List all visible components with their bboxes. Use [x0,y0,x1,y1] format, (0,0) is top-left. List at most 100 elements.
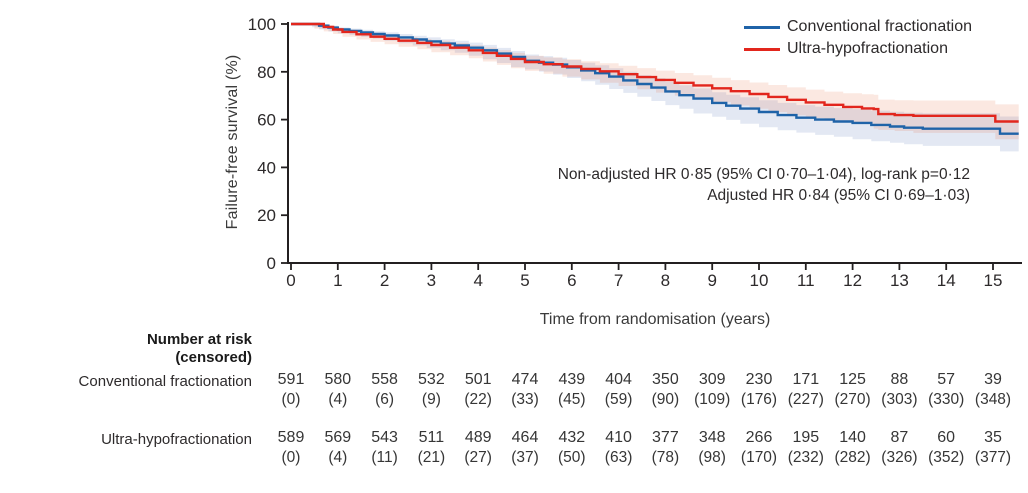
legend-line-conventional-icon [744,25,780,29]
risk-cell: 464 [511,429,539,446]
risk-cell: 87 [890,429,909,446]
censored-cell: (22) [464,391,492,408]
y-axis-title: Failure-free survival (%) [224,54,241,230]
legend-label-ultra: Ultra-hypofractionation [787,40,948,57]
x-tick-label: 4 [473,271,482,290]
y-tick-label: 0 [267,254,276,273]
risk-cell: 377 [652,429,679,446]
y-tick-label: 100 [248,15,276,34]
censored-cell: (4) [328,391,348,408]
risk-cell: 580 [324,371,352,388]
km-curve-ultra-hypofractionation [291,22,1019,123]
y-tick-label: 40 [257,158,276,177]
risk-cell: 125 [839,371,866,388]
legend-entry-conventional: Conventional fractionation [744,16,972,38]
risk-cell: 511 [418,429,445,446]
x-tick-label: 0 [286,271,295,290]
censored-cell: (9) [421,391,441,408]
x-tick-label: 3 [427,271,436,290]
censored-cell: (63) [604,449,633,466]
x-tick-label: 9 [707,271,716,290]
censored-cell: (11) [371,449,398,466]
risk-cell: 558 [371,371,398,388]
censored-cell: (59) [604,391,633,408]
censored-cell: (232) [787,449,824,466]
x-tick-label: 7 [614,271,623,290]
hr-annotation-line-1: Non-adjusted HR 0·85 (95% CI 0·70–1·04),… [557,166,970,183]
risk-cell: 589 [277,429,305,446]
censored-cell: (6) [375,391,395,408]
censored-cell: (21) [417,449,446,466]
x-tick-label: 8 [661,271,670,290]
censored-cell: (45) [558,391,586,408]
censored-cell: (109) [694,391,731,408]
censored-cell: (0) [281,449,301,466]
censored-cell: (170) [740,449,778,466]
x-tick-label: 14 [937,271,956,290]
y-tick-label: 20 [257,206,276,225]
legend-entry-ultra: Ultra-hypofractionation [744,38,972,60]
x-tick-label: 6 [567,271,576,290]
x-tick-label: 1 [333,271,342,290]
risk-cell: 266 [745,429,773,446]
risk-cell: 195 [792,429,820,446]
x-tick-label: 13 [890,271,909,290]
risk-cell: 140 [839,429,866,446]
risk-cell: 39 [984,371,1002,388]
censored-cell: (303) [881,391,918,408]
risk-row-label-conventional: Conventional fractionation [78,373,252,390]
risk-cell: 350 [652,371,679,388]
censored-cell: (270) [834,391,871,408]
censored-cell: (98) [698,449,726,466]
censored-cell: (176) [740,391,778,408]
risk-cell: 309 [698,371,726,388]
legend-line-ultra-icon [744,47,780,51]
risk-cell: 439 [558,371,586,388]
y-tick-label: 60 [257,111,276,130]
risk-cell: 543 [371,429,398,446]
x-tick-label: 12 [843,271,862,290]
censored-cell: (0) [281,391,301,408]
risk-cell: 60 [937,429,956,446]
risk-cell: 57 [937,371,956,388]
hr-annotation-line-2: Adjusted HR 0·84 (95% CI 0·69–1·03) [707,187,970,204]
risk-cell: 35 [984,429,1002,446]
censored-cell: (90) [651,391,680,408]
risk-table-header: Number at risk [146,331,252,348]
legend-label-conventional: Conventional fractionation [787,18,973,35]
risk-table-header-censored: (censored) [175,349,252,366]
risk-cell: 591 [277,371,305,388]
hr-annotation: Non-adjusted HR 0·85 (95% CI 0·70–1·04),… [558,164,970,206]
legend: Conventional fractionation Ultra-hypofra… [744,16,972,60]
risk-cell: 569 [324,429,352,446]
risk-cell: 489 [464,429,492,446]
risk-cell: 230 [745,371,773,388]
censored-cell: (4) [328,449,348,466]
x-tick-label: 5 [520,271,529,290]
y-tick-label: 80 [257,63,276,82]
censored-cell: (282) [834,449,871,466]
risk-row-label-ultra: Ultra-hypofractionation [101,431,252,448]
censored-cell: (50) [558,449,586,466]
censored-cell: (352) [928,449,965,466]
censored-cell: (33) [511,391,539,408]
risk-cell: 501 [464,371,492,388]
censored-cell: (37) [511,449,539,466]
censored-cell: (330) [928,391,965,408]
censored-cell: (27) [464,449,492,466]
risk-cell: 404 [605,371,632,388]
x-tick-label: 15 [984,271,1003,290]
censored-cell: (348) [974,391,1012,408]
risk-cell: 348 [698,429,726,446]
x-tick-label: 11 [797,271,815,290]
censored-cell: (78) [651,449,680,466]
risk-cell: 474 [511,371,539,388]
risk-cell: 432 [558,429,586,446]
censored-cell: (326) [881,449,918,466]
risk-cell: 410 [605,429,632,446]
risk-cell: 532 [418,371,445,388]
censored-cell: (227) [787,391,824,408]
risk-cell: 88 [890,371,909,388]
km-curve-conventional-fractionation [291,22,1019,135]
